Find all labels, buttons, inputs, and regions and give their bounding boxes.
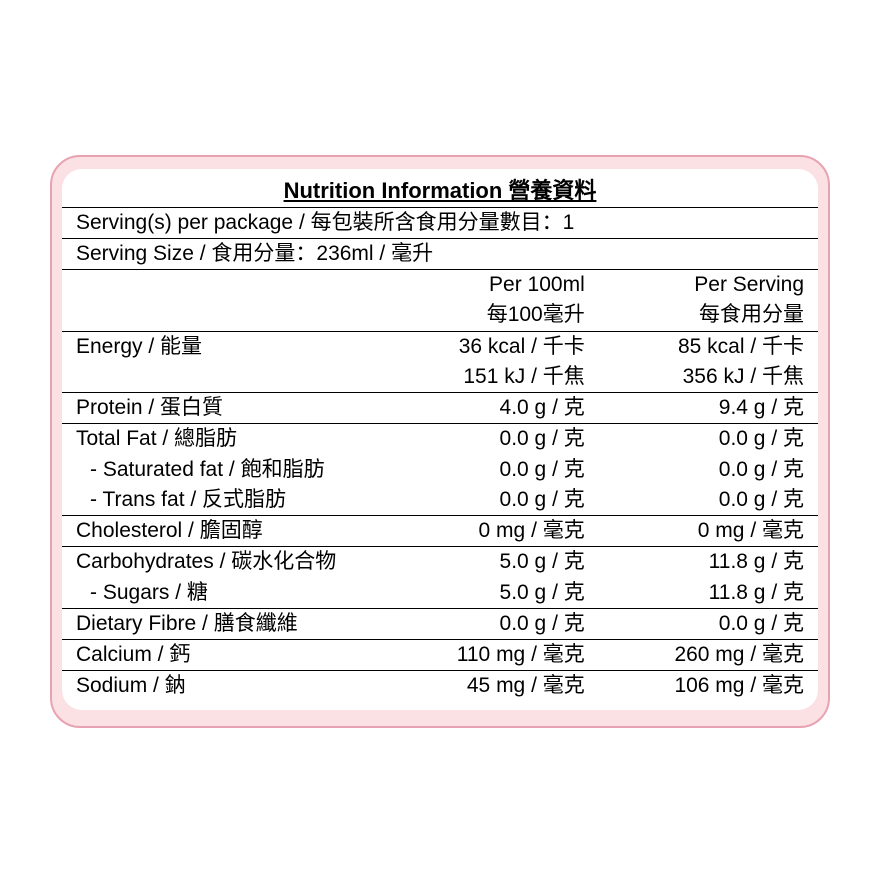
fibre-label: Dietary Fibre / 膳食纖維 [62, 608, 380, 639]
sugars-label: - Sugars / 糖 [62, 578, 380, 609]
nutrition-panel-inner: Nutrition Information 營養資料 Serving(s) pe… [62, 169, 818, 710]
sugars-p100: 5.0 g / 克 [380, 578, 599, 609]
header-per100-en: Per 100ml [380, 270, 599, 301]
calcium-pserv: 260 mg / 毫克 [599, 640, 818, 671]
protein-label: Protein / 蛋白質 [62, 393, 380, 424]
calcium-label: Calcium / 鈣 [62, 640, 380, 671]
servings-per-package: Serving(s) per package / 每包裝所含食用分量數目：1 [62, 207, 818, 238]
sugars-pserv: 11.8 g / 克 [599, 578, 818, 609]
nutrition-table: Nutrition Information 營養資料 Serving(s) pe… [62, 175, 818, 702]
carbs-pserv: 11.8 g / 克 [599, 547, 818, 578]
nutrition-panel: Nutrition Information 營養資料 Serving(s) pe… [50, 155, 830, 728]
fibre-pserv: 0.0 g / 克 [599, 608, 818, 639]
energy-p100-b: 151 kJ / 千焦 [380, 362, 599, 393]
energy-label: Energy / 能量 [62, 331, 380, 362]
sodium-pserv: 106 mg / 毫克 [599, 671, 818, 702]
table-title: Nutrition Information 營養資料 [62, 175, 818, 207]
energy-blank [62, 362, 380, 393]
header-per100-zh: 每100毫升 [380, 300, 599, 331]
header-perserv-zh: 每食用分量 [599, 300, 818, 331]
energy-p100-a: 36 kcal / 千卡 [380, 331, 599, 362]
transfat-pserv: 0.0 g / 克 [599, 485, 818, 516]
chol-p100: 0 mg / 毫克 [380, 516, 599, 547]
satfat-pserv: 0.0 g / 克 [599, 455, 818, 485]
header-perserv-en: Per Serving [599, 270, 818, 301]
sodium-p100: 45 mg / 毫克 [380, 671, 599, 702]
carbs-p100: 5.0 g / 克 [380, 547, 599, 578]
energy-pserv-a: 85 kcal / 千卡 [599, 331, 818, 362]
transfat-label: - Trans fat / 反式脂肪 [62, 485, 380, 516]
energy-pserv-b: 356 kJ / 千焦 [599, 362, 818, 393]
chol-label: Cholesterol / 膽固醇 [62, 516, 380, 547]
transfat-p100: 0.0 g / 克 [380, 485, 599, 516]
fibre-p100: 0.0 g / 克 [380, 608, 599, 639]
satfat-p100: 0.0 g / 克 [380, 455, 599, 485]
sodium-label: Sodium / 鈉 [62, 671, 380, 702]
chol-pserv: 0 mg / 毫克 [599, 516, 818, 547]
calcium-p100: 110 mg / 毫克 [380, 640, 599, 671]
carbs-label: Carbohydrates / 碳水化合物 [62, 547, 380, 578]
totalfat-pserv: 0.0 g / 克 [599, 424, 818, 455]
header-blank2 [62, 300, 380, 331]
protein-pserv: 9.4 g / 克 [599, 393, 818, 424]
protein-p100: 4.0 g / 克 [380, 393, 599, 424]
header-blank [62, 270, 380, 301]
satfat-label: - Saturated fat / 飽和脂肪 [62, 455, 380, 485]
totalfat-p100: 0.0 g / 克 [380, 424, 599, 455]
totalfat-label: Total Fat / 總脂肪 [62, 424, 380, 455]
serving-size: Serving Size / 食用分量：236ml / 毫升 [62, 238, 818, 269]
